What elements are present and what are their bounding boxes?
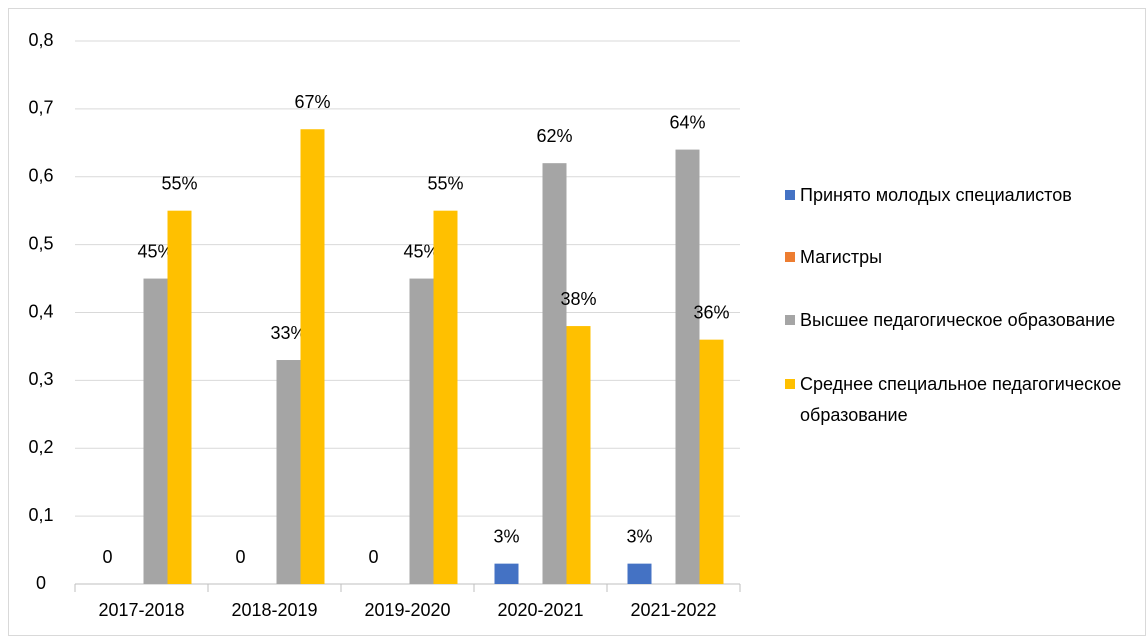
legend-label: Высшее педагогическое образование bbox=[800, 310, 1116, 330]
chart-border bbox=[8, 8, 1146, 636]
data-label: 3% bbox=[626, 526, 652, 546]
x-tick-label: 2017-2018 bbox=[98, 600, 184, 620]
y-tick-label: 0,2 bbox=[28, 437, 53, 457]
y-tick-label: 0 bbox=[36, 573, 46, 593]
legend-entry: Высшее педагогическое образование bbox=[785, 305, 1145, 336]
data-label: 55% bbox=[161, 173, 197, 193]
data-label: 67% bbox=[294, 92, 330, 112]
bar bbox=[300, 129, 325, 585]
x-tick-label: 2020-2021 bbox=[497, 600, 583, 620]
data-label: 38% bbox=[560, 289, 596, 309]
x-tick-label: 2021-2022 bbox=[630, 600, 716, 620]
y-tick-label: 0,7 bbox=[28, 98, 53, 118]
y-tick-label: 0,8 bbox=[28, 30, 53, 50]
data-label: 45% bbox=[137, 241, 173, 261]
bar bbox=[494, 563, 519, 584]
bar bbox=[167, 210, 192, 584]
data-label: 55% bbox=[427, 173, 463, 193]
bar bbox=[566, 326, 591, 584]
legend-label: Среднее специальное педагогическое образ… bbox=[800, 374, 1122, 425]
bar bbox=[433, 210, 458, 584]
legend-swatch bbox=[785, 190, 795, 200]
data-label: 0 bbox=[368, 547, 378, 567]
data-label: 62% bbox=[536, 126, 572, 146]
legend-entry: Среднее специальное педагогическое образ… bbox=[785, 369, 1145, 431]
y-tick-label: 0,3 bbox=[28, 369, 53, 389]
legend-label: Магистры bbox=[800, 247, 883, 267]
x-tick-label: 2018-2019 bbox=[231, 600, 317, 620]
bar bbox=[409, 278, 434, 584]
data-label: 0 bbox=[235, 547, 245, 567]
y-tick-label: 0,4 bbox=[28, 301, 53, 321]
bar bbox=[627, 563, 652, 584]
legend-label: Принято молодых специалистов bbox=[800, 185, 1072, 205]
data-label: 0 bbox=[102, 547, 112, 567]
y-tick-label: 0,1 bbox=[28, 505, 53, 525]
y-tick-label: 0,6 bbox=[28, 166, 53, 186]
legend-swatch bbox=[785, 252, 795, 262]
data-label: 33% bbox=[270, 323, 306, 343]
data-label: 45% bbox=[403, 241, 439, 261]
legend-entry: Принято молодых специалистов bbox=[785, 180, 1145, 211]
data-label: 3% bbox=[493, 526, 519, 546]
legend-swatch bbox=[785, 379, 795, 389]
x-tick-label: 2019-2020 bbox=[364, 600, 450, 620]
y-tick-label: 0,5 bbox=[28, 233, 53, 253]
bar bbox=[675, 149, 700, 584]
data-label: 64% bbox=[669, 112, 705, 132]
data-label: 36% bbox=[693, 302, 729, 322]
legend-entry: Магистры bbox=[785, 242, 1145, 273]
bar bbox=[699, 339, 724, 584]
bar bbox=[542, 163, 567, 585]
legend-swatch bbox=[785, 315, 795, 325]
bar bbox=[276, 360, 301, 584]
bar bbox=[143, 278, 168, 584]
